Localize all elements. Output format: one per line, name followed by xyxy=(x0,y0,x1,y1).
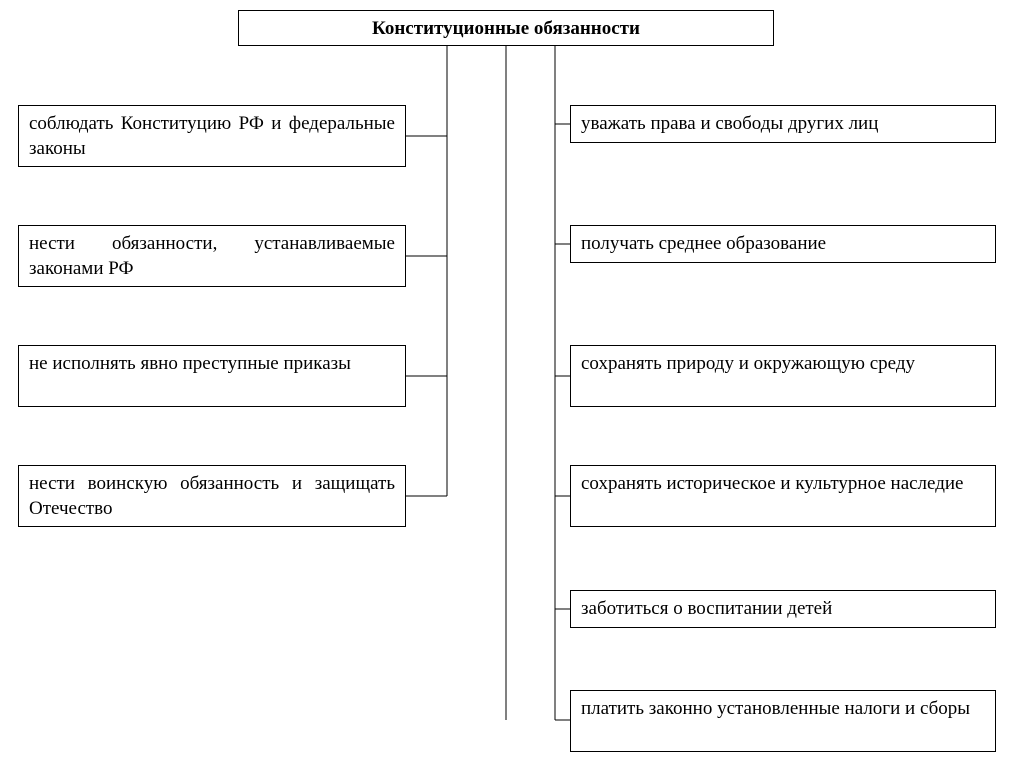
node-l2: нести обязанности, устанавлива­емые зако… xyxy=(18,225,406,287)
node-r1: уважать права и свободы других лиц xyxy=(570,105,996,143)
node-root: Конституционные обязанности xyxy=(238,10,774,46)
diagram-canvas: Конституционные обязанности соблюдать Кон… xyxy=(0,0,1024,767)
node-r2: получать среднее образование xyxy=(570,225,996,263)
node-r5: заботиться о воспитании детей xyxy=(570,590,996,628)
node-r3: сохранять природу и окружающую среду xyxy=(570,345,996,407)
node-l4: нести воинскую обязанность и защищать От… xyxy=(18,465,406,527)
node-r6: платить законно установленные налоги и с… xyxy=(570,690,996,752)
node-l1: соблюдать Конституцию РФ и федеральные з… xyxy=(18,105,406,167)
node-r4: сохранять историческое и культурное насл… xyxy=(570,465,996,527)
node-l3: не исполнять явно преступные приказы xyxy=(18,345,406,407)
